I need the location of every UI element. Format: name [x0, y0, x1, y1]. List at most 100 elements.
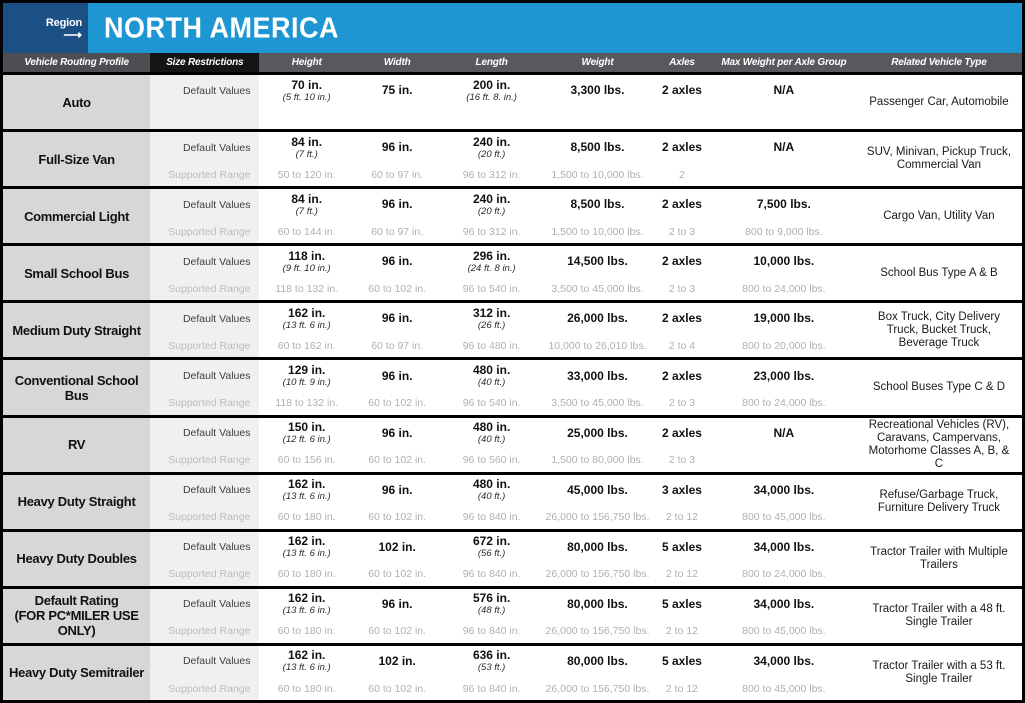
axles-supported-range: 2 to 12: [665, 568, 699, 581]
weight-default-value: 14,500 lbs.: [567, 254, 628, 269]
size-restrictions-cell: Default Values Supported Range: [150, 189, 260, 244]
axles-cell: 2 axles 2 to 3: [652, 360, 712, 414]
length-supported-range: 96 to 840 in.: [462, 682, 521, 695]
width-cell: 96 in. 60 to 102 in.: [354, 475, 441, 529]
length-default-value: 200 in. (16 ft. 8. in.): [466, 77, 517, 103]
axles-default-value: 5 axles: [661, 596, 702, 611]
axles-default-value: 2 axles: [661, 83, 702, 98]
length-supported-range: 96 to 480 in.: [462, 339, 521, 352]
width-supported-range: 60 to 102 in.: [368, 625, 427, 638]
width-cell: 96 in. 60 to 102 in.: [354, 246, 441, 300]
max-axle-default-value: 10,000 lbs.: [753, 254, 815, 269]
size-restrictions-cell: Default Values: [150, 75, 260, 130]
column-header-related-vehicle-type: Related Vehicle Type: [891, 57, 987, 68]
height-default-value: 162 in. (13 ft. 6 in.): [282, 305, 331, 331]
length-cell: 240 in. (20 ft.) 96 to 312 in.: [440, 132, 542, 186]
length-default-value: 312 in. (26 ft.): [472, 305, 511, 331]
max-axle-default-value: 19,000 lbs.: [753, 311, 815, 326]
max-axle-cell: 34,000 lbs. 800 to 45,000 lbs.: [712, 589, 856, 643]
length-cell: 480 in. (40 ft.) 96 to 540 in.: [440, 360, 542, 414]
profile-name-cell: Conventional School Bus: [3, 360, 151, 415]
max-axle-default-value: N/A: [773, 140, 795, 155]
default-values-label: Default Values: [182, 141, 251, 154]
height-cell: 70 in. (5 ft. 10 in.): [259, 75, 353, 129]
length-default-value: 480 in. (40 ft.): [472, 363, 511, 389]
column-header-height: Height: [291, 57, 322, 68]
region-title: NORTH AMERICA: [104, 11, 339, 44]
default-values-label: Default Values: [182, 427, 251, 440]
profile-name-cell: RV: [3, 417, 151, 472]
length-cell: 240 in. (20 ft.) 96 to 312 in.: [440, 189, 542, 243]
height-cell: 162 in. (13 ft. 6 in.) 60 to 162 in.: [259, 303, 353, 357]
length-cell: 200 in. (16 ft. 8. in.): [440, 75, 542, 129]
column-header-vehicle-routing-profile: Vehicle Routing Profile: [3, 53, 151, 72]
width-supported-range: 60 to 102 in.: [368, 682, 427, 695]
axles-default-value: 2 axles: [661, 311, 702, 326]
max-axle-supported-range: 800 to 24,000 lbs.: [742, 568, 826, 581]
axles-supported-range: 2: [679, 168, 685, 181]
width-supported-range: 60 to 102 in.: [368, 511, 427, 524]
height-cell: 84 in. (7 ft.) 60 to 144 in.: [259, 189, 353, 243]
height-cell: 162 in. (13 ft. 6 in.) 60 to 180 in.: [259, 532, 353, 586]
axles-default-value: 2 axles: [661, 254, 702, 269]
axles-cell: 5 axles 2 to 12: [652, 646, 712, 700]
weight-default-value: 80,000 lbs.: [567, 596, 628, 611]
table-row: Conventional School Bus Default Values Sup…: [3, 357, 1022, 415]
weight-cell: 8,500 lbs. 1,500 to 10,000 lbs.: [543, 189, 652, 243]
height-supported-range: 60 to 162 in.: [277, 339, 336, 352]
length-default-value: 240 in. (20 ft.): [472, 134, 511, 160]
related-vehicle-type: SUV, Minivan, Pickup Truck, Commercial V…: [866, 146, 1011, 172]
length-supported-range: 96 to 840 in.: [462, 625, 521, 638]
default-values-label: Default Values: [182, 598, 251, 611]
table-row: Default Rating (FOR PC*MILER USE ONLY) Def…: [3, 585, 1022, 643]
weight-supported-range: [543, 106, 652, 129]
max-axle-default-value: N/A: [773, 83, 795, 98]
length-cell: 296 in. (24 ft. 8 in.) 96 to 540 in.: [440, 246, 542, 300]
max-axle-cell: 7,500 lbs. 800 to 9,000 lbs.: [712, 189, 856, 243]
column-header-width: Width: [383, 57, 411, 68]
height-default-value: 129 in. (10 ft. 9 in.): [282, 363, 331, 389]
size-restrictions-cell: Default Values Supported Range: [150, 360, 260, 415]
profile-name-cell: Medium Duty Straight: [3, 303, 151, 358]
height-cell: 162 in. (13 ft. 6 in.) 60 to 180 in.: [259, 646, 353, 700]
width-default-value: 96 in.: [381, 425, 413, 440]
table-row: Medium Duty Straight Default Values Suppor…: [3, 300, 1022, 358]
max-axle-cell: N/A: [712, 132, 856, 186]
supported-range-label: Supported Range: [168, 282, 251, 295]
profile-name: Medium Duty Straight: [12, 322, 141, 338]
profile-name: Commercial Light: [24, 208, 130, 224]
axles-default-value: 5 axles: [661, 653, 702, 668]
length-default-value: 672 in. (56 ft.): [472, 534, 511, 560]
column-header-axles: Axles: [669, 57, 695, 68]
max-axle-cell: 34,000 lbs. 800 to 45,000 lbs.: [712, 646, 856, 700]
related-vehicle-type: Passenger Car, Automobile: [869, 95, 1009, 108]
weight-supported-range: 26,000 to 156,750 lbs.: [545, 682, 650, 695]
profile-name: Conventional School Bus: [14, 372, 139, 403]
max-axle-default-value: 23,000 lbs.: [753, 368, 815, 383]
width-cell: 102 in. 60 to 102 in.: [354, 646, 441, 700]
width-supported-range: 60 to 102 in.: [368, 568, 427, 581]
width-default-value: 96 in.: [381, 254, 413, 269]
max-axle-supported-range: 800 to 45,000 lbs.: [742, 511, 826, 524]
axles-cell: 5 axles 2 to 12: [652, 589, 712, 643]
max-axle-default-value: 34,000 lbs.: [753, 596, 815, 611]
length-cell: 636 in. (53 ft.) 96 to 840 in.: [440, 646, 542, 700]
weight-supported-range: 26,000 to 156,750 lbs.: [545, 568, 650, 581]
profile-name-cell: Small School Bus: [3, 246, 151, 301]
height-supported-range: 60 to 156 in.: [277, 454, 336, 467]
related-vehicle-type: Refuse/Garbage Truck, Furniture Delivery…: [877, 488, 1000, 514]
weight-supported-range: 1,500 to 10,000 lbs.: [551, 225, 644, 238]
arrow-right-icon: ⟶: [63, 26, 82, 42]
max-axle-cell: 10,000 lbs. 800 to 24,000 lbs.: [712, 246, 856, 300]
weight-supported-range: 1,500 to 80,000 lbs.: [551, 454, 644, 467]
weight-supported-range: 26,000 to 156,750 lbs.: [545, 625, 650, 638]
size-restrictions-cell: Default Values Supported Range: [150, 474, 260, 529]
width-default-value: 96 in.: [381, 140, 413, 155]
profile-name-cell: Default Rating (FOR PC*MILER USE ONLY): [3, 588, 151, 643]
height-supported-range: 60 to 180 in.: [277, 682, 336, 695]
height-supported-range: 50 to 120 in.: [277, 168, 336, 181]
max-axle-supported-range: [712, 163, 856, 186]
supported-range-label: Supported Range: [168, 225, 251, 238]
weight-cell: 80,000 lbs. 26,000 to 156,750 lbs.: [543, 589, 652, 643]
weight-default-value: 3,300 lbs.: [570, 83, 625, 98]
